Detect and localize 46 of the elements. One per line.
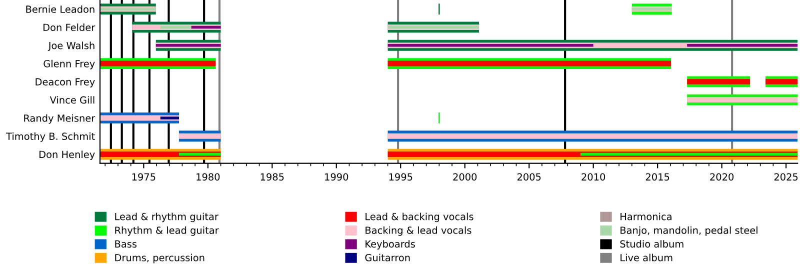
x-tick-label: 2000 <box>453 173 477 181</box>
x-tick-label: 1980 <box>196 173 220 181</box>
x-tick-label: 2025 <box>774 173 798 181</box>
bar <box>179 152 221 156</box>
legend-label: Keyboards <box>366 240 415 250</box>
legend-label: Banjo, mandolin, pedal steel <box>620 226 758 236</box>
y-tick-label: Randy Meisner <box>24 114 96 124</box>
y-tick-label: Deacon Frey <box>36 78 95 88</box>
bar <box>100 60 216 66</box>
x-tick-label: 2020 <box>710 173 734 181</box>
bar <box>687 44 798 47</box>
x-tick-label: 1975 <box>132 173 156 181</box>
bar <box>179 133 221 139</box>
legend-label: Live album <box>620 254 672 262</box>
bar <box>765 78 798 84</box>
y-tick-label: Vince Gill <box>50 96 94 104</box>
legend-label: Harmonica <box>620 212 672 220</box>
bar <box>687 97 798 103</box>
bar <box>160 26 192 29</box>
legend-label: Rhythm & lead guitar <box>115 226 219 236</box>
bar <box>388 44 594 47</box>
bar <box>160 116 180 120</box>
bar <box>388 60 672 66</box>
x-tick-label: 1995 <box>389 173 412 181</box>
y-tick-label: Joe Walsh <box>48 42 94 52</box>
bar <box>687 78 750 84</box>
bar <box>580 152 798 156</box>
x-tick-label: 2010 <box>582 173 606 181</box>
x-tick-label: 1990 <box>325 173 348 181</box>
legend-label: Bass <box>115 240 137 248</box>
y-tick-label: Bernie Leadon <box>26 5 94 13</box>
y-tick-label: Glenn Frey <box>44 60 95 70</box>
legend-label: Lead & rhythm guitar <box>115 212 218 222</box>
y-tick-label: Don Felder <box>44 24 96 32</box>
y-tick-label: Don Henley <box>40 150 95 160</box>
legend-label: Guitarron <box>365 254 410 262</box>
legend-label: Lead & backing vocals <box>366 212 474 222</box>
legend-label: Drums, percussion <box>115 254 204 264</box>
x-tick-label: 2005 <box>517 173 541 181</box>
bar <box>191 26 221 29</box>
y-tick-label: Timothy B. Schmit <box>6 132 95 142</box>
legend-label: Backing & lead vocals <box>366 226 472 236</box>
x-tick-label: 2015 <box>646 173 670 181</box>
legend-label: Studio album <box>620 240 684 248</box>
x-tick-label: 1985 <box>260 173 284 181</box>
bar <box>388 133 798 139</box>
